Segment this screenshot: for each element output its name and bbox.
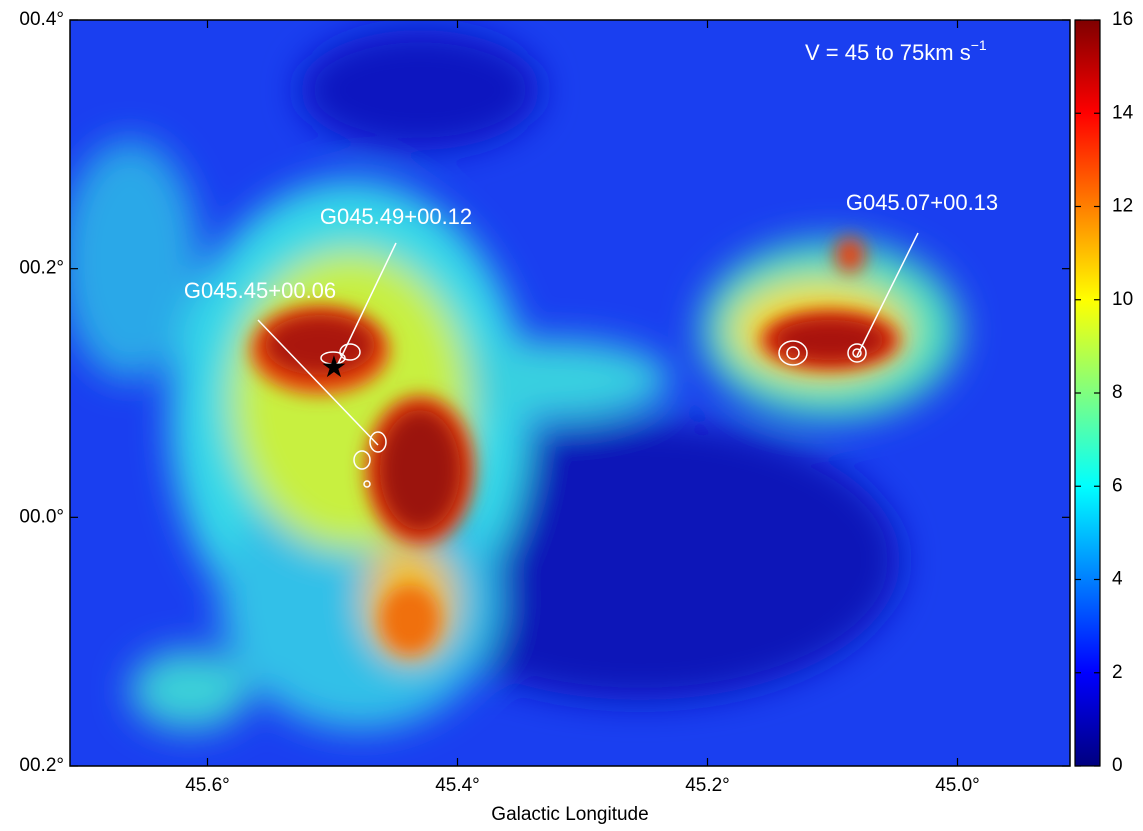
y-tick-label: 00.2° bbox=[19, 755, 64, 776]
x-axis-label: Galactic Longitude bbox=[491, 804, 648, 825]
colorbar-tick-label: 10 bbox=[1112, 289, 1133, 310]
star-marker: ★ bbox=[321, 351, 348, 384]
colorbar-tick-label: 4 bbox=[1112, 569, 1123, 590]
annotation: V = 45 to 75km s−1 bbox=[805, 37, 987, 65]
annotation-text: V = 45 to 75km s bbox=[805, 40, 971, 65]
annotation-sup: −1 bbox=[971, 37, 987, 53]
colorbar-tick-label: 16 bbox=[1112, 9, 1133, 30]
y-tick-label: 00.4° bbox=[19, 9, 64, 30]
source-label: G045.49+00.12 bbox=[320, 204, 472, 229]
x-tick-label: 45.6° bbox=[185, 775, 230, 796]
colorbar-tick-label: 14 bbox=[1112, 102, 1134, 123]
x-tick-label: 45.2° bbox=[685, 775, 730, 796]
colorbar-tick-label: 6 bbox=[1112, 475, 1123, 496]
x-tick-label: 45.0° bbox=[935, 775, 980, 796]
colorbar-tick-label: 2 bbox=[1112, 662, 1123, 683]
chart: ★ G045.49+00.12 G045.45+00.06 G045.07+00… bbox=[0, 0, 1143, 831]
colorbar-tick-label: 12 bbox=[1112, 196, 1133, 217]
y-tick-label: 00.0° bbox=[19, 506, 64, 527]
intensity-map bbox=[60, 20, 1070, 766]
colorbar-tick-label: 8 bbox=[1112, 382, 1123, 403]
x-tick-label: 45.4° bbox=[435, 775, 480, 796]
source-label: G045.45+00.06 bbox=[184, 278, 336, 303]
source-label: G045.07+00.13 bbox=[846, 190, 998, 215]
colorbar-tick-label: 0 bbox=[1112, 755, 1123, 776]
y-tick-label: 00.2° bbox=[19, 258, 64, 279]
